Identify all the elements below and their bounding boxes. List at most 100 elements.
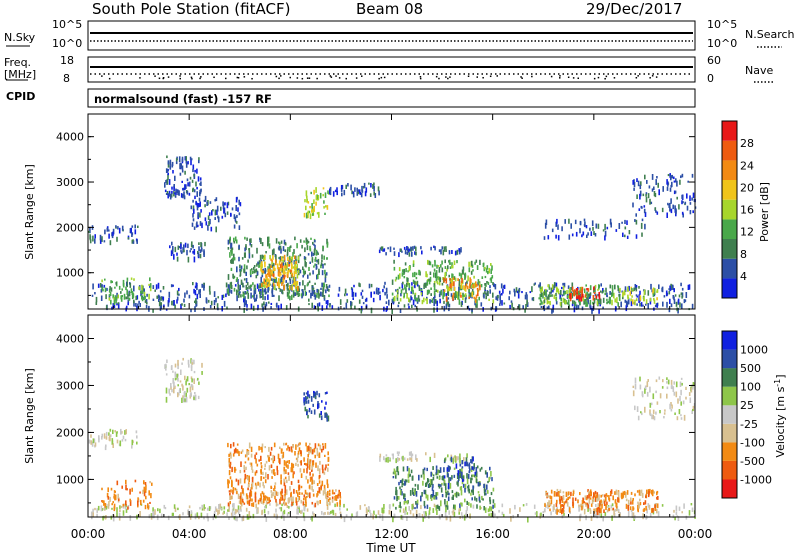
power-gate-0 <box>460 301 463 307</box>
velocity-gate-9 <box>462 483 465 488</box>
power-gate-0 <box>398 301 400 304</box>
power-gate-18 <box>634 219 636 222</box>
power-gate-0 <box>559 293 561 300</box>
power-gate-11 <box>347 183 349 187</box>
power-gate-0 <box>117 302 120 305</box>
power-gate-19 <box>687 180 689 183</box>
velocity-gate-10 <box>546 494 548 498</box>
velocity-gate-4 <box>288 497 290 503</box>
power-gate-18 <box>587 232 589 236</box>
power-gate-3 <box>171 161 174 166</box>
power-gate-7 <box>257 261 259 265</box>
velocity-gate-8 <box>408 467 410 474</box>
velocity-gate-5 <box>288 446 291 452</box>
nave-dropout-mark <box>635 77 638 79</box>
power-gate-17 <box>634 299 636 306</box>
velocity-gate-0 <box>383 504 385 510</box>
power-gate-15 <box>586 291 589 296</box>
nave-dropout-mark <box>383 76 386 79</box>
power-gate-18 <box>547 235 550 240</box>
velocity-gate-4 <box>302 501 305 506</box>
power-gate-13 <box>428 260 431 266</box>
power-gate-10 <box>303 212 306 218</box>
power-gate-5 <box>222 204 225 210</box>
power-gate-0 <box>338 286 341 292</box>
velocity-gate-8 <box>492 499 495 504</box>
power-gate-5 <box>193 226 196 230</box>
velocity-gate-1 <box>116 439 119 444</box>
power-gate-6 <box>247 293 249 299</box>
power-gate-10 <box>305 190 308 197</box>
power-gate-16 <box>595 295 598 299</box>
velocity-gate-0 <box>302 512 305 518</box>
velocity-gate-0 <box>256 508 258 515</box>
power-gate-10 <box>318 211 320 218</box>
velocity-gate-8 <box>488 477 490 482</box>
power-gate-18 <box>635 234 638 239</box>
power-gate-7 <box>282 260 284 266</box>
velocity-gate-0 <box>296 506 299 510</box>
power-gate-0 <box>326 286 329 292</box>
velocity-gate-8 <box>483 489 486 494</box>
velocity-gate-2 <box>149 481 151 484</box>
velocity-gate-9 <box>468 462 471 466</box>
velocity-gate-8 <box>404 493 406 498</box>
velocity-gate-4 <box>248 499 251 506</box>
power-gate-13 <box>437 265 440 268</box>
nave-dropout-mark <box>361 75 363 77</box>
velocity-gate-4 <box>304 496 307 500</box>
velocity-gate-4 <box>316 493 318 498</box>
power-gate-5 <box>234 216 237 222</box>
power-gate-6 <box>243 292 245 299</box>
power-gate-11 <box>363 182 366 188</box>
power-gate-0 <box>413 285 416 288</box>
velocity-gate-0 <box>465 513 467 519</box>
power-gate-0 <box>388 299 390 306</box>
velocity-gate-11 <box>673 381 675 385</box>
power-gate-19 <box>672 204 674 210</box>
power-gate-0 <box>548 305 550 310</box>
power-gate-15 <box>574 301 577 306</box>
velocity-frame <box>87 314 696 518</box>
power-gate-13 <box>415 272 418 276</box>
velocity-gate-10 <box>606 501 608 505</box>
velocity-gate-6 <box>324 406 326 410</box>
power-gate-0 <box>156 295 158 299</box>
power-gate-6 <box>230 281 233 286</box>
power-gate-4 <box>178 246 181 249</box>
velocity-gate-0 <box>118 512 121 518</box>
power-gate-7 <box>227 247 230 250</box>
power-gate-12 <box>434 246 436 251</box>
power-gate-11 <box>373 187 375 192</box>
velocity-gate-0 <box>267 510 270 515</box>
velocity-gate-0 <box>545 504 547 508</box>
velocity-gate-5 <box>311 485 313 491</box>
velocity-gate-0 <box>339 507 341 511</box>
power-gate-15 <box>564 300 567 305</box>
nave-dropout-mark <box>637 75 639 77</box>
velocity-gate-8 <box>445 504 447 508</box>
velocity-gate-8 <box>395 506 397 510</box>
velocity-gate-3 <box>194 392 196 395</box>
velocity-gate-0 <box>460 512 463 516</box>
power-gate-1 <box>101 236 103 242</box>
velocity-gate-4 <box>281 494 284 501</box>
velocity-gate-0 <box>494 513 496 517</box>
power-gate-19 <box>666 179 668 185</box>
power-gate-6 <box>292 291 295 298</box>
velocity-gate-0 <box>368 506 370 511</box>
velocity-gate-5 <box>236 449 239 454</box>
power-gate-0 <box>350 305 352 310</box>
power-gate-0 <box>337 293 340 297</box>
power-gate-13 <box>430 287 432 290</box>
power-gate-0 <box>497 294 499 299</box>
power-gate-7 <box>236 266 238 273</box>
velocity-gate-10 <box>623 490 626 496</box>
velocity-gate-0 <box>163 504 166 509</box>
velocity-gate-8 <box>395 486 397 492</box>
velocity-gate-8 <box>479 468 482 472</box>
velocity-gate-0 <box>436 509 438 515</box>
velocity-gate-10 <box>547 495 550 498</box>
power-gate-13 <box>477 279 480 284</box>
power-colorbar-swatch <box>722 239 737 259</box>
